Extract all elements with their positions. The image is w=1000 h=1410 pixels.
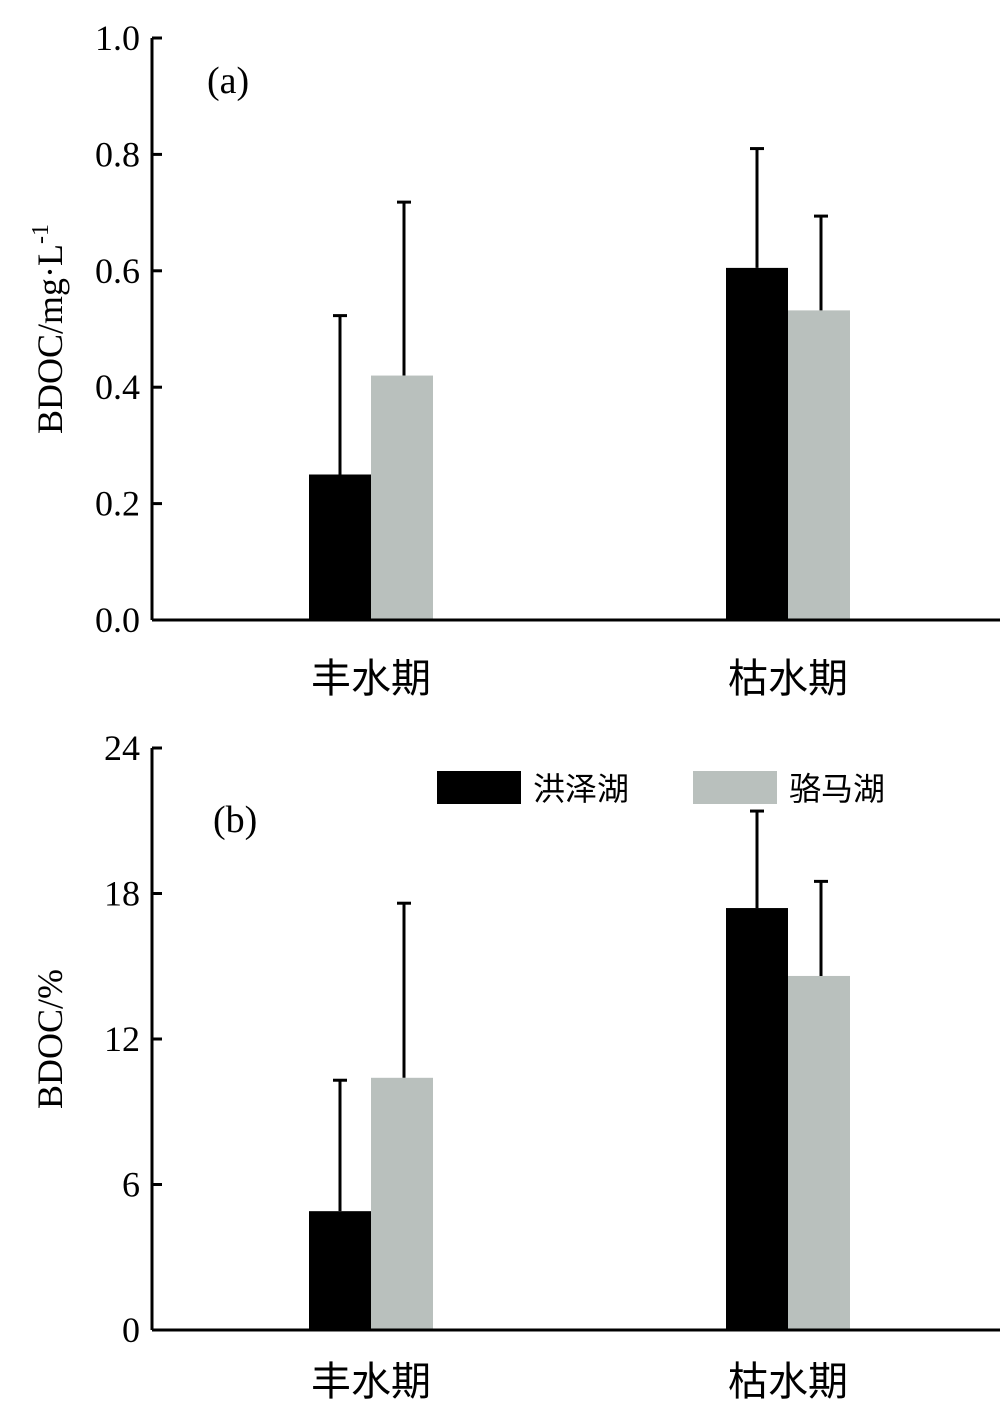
y-axis-title-text: BDOC/% bbox=[30, 969, 70, 1109]
y-tick-label: 6 bbox=[122, 1165, 140, 1205]
panel-a: 0.0 0.2 0.4 0.6 0.8 1.0 丰水期 枯水期 (a) BDOC/mg·L-1 bbox=[28, 18, 1000, 701]
y-tick-label: 12 bbox=[104, 1019, 140, 1059]
panel-b: 0 6 12 18 24 丰水期 枯水期 (b) BDOC/% bbox=[30, 728, 1000, 1404]
y-axis-title: BDOC/% bbox=[30, 969, 70, 1109]
x-category-label: 丰水期 bbox=[311, 656, 431, 701]
bar-luoma-1 bbox=[788, 975, 850, 1330]
y-tick-label: 0.8 bbox=[95, 134, 140, 174]
y-axis-title: BDOC/mg·L-1 bbox=[28, 224, 70, 434]
bar-luoma-0 bbox=[371, 375, 433, 620]
x-category-label: 枯水期 bbox=[728, 656, 848, 701]
bar-hongze-0 bbox=[309, 474, 371, 620]
y-tick-label: 0.0 bbox=[95, 600, 140, 640]
y-axis-title-text: BDOC/mg·L bbox=[30, 244, 70, 434]
y-tick-label: 18 bbox=[104, 874, 140, 914]
legend-label-hongze: 洪泽湖 bbox=[533, 771, 629, 807]
y-tick-label: 0.4 bbox=[95, 367, 140, 407]
y-tick-label: 0 bbox=[122, 1310, 140, 1350]
x-category-label: 丰水期 bbox=[311, 1359, 431, 1404]
bar-luoma-0 bbox=[371, 1077, 433, 1330]
y-axis-title-superscript: -1 bbox=[28, 224, 54, 244]
legend-label-luoma: 骆马湖 bbox=[789, 771, 885, 807]
y-tick-label: 1.0 bbox=[95, 18, 140, 58]
y-tick-label: 0.2 bbox=[95, 484, 140, 524]
legend-swatch-luoma bbox=[693, 771, 777, 804]
x-category-label: 枯水期 bbox=[728, 1359, 848, 1404]
panel-label: (b) bbox=[213, 799, 257, 841]
y-tick-label: 24 bbox=[104, 728, 140, 768]
legend-swatch-hongze bbox=[437, 771, 521, 804]
bar-luoma-1 bbox=[788, 310, 850, 620]
y-tick-label: 0.6 bbox=[95, 251, 140, 291]
panel-label: (a) bbox=[207, 60, 249, 102]
bar-hongze-1 bbox=[726, 267, 788, 620]
bar-hongze-0 bbox=[309, 1211, 371, 1330]
legend: 洪泽湖 骆马湖 bbox=[437, 771, 885, 807]
bar-hongze-1 bbox=[726, 908, 788, 1330]
